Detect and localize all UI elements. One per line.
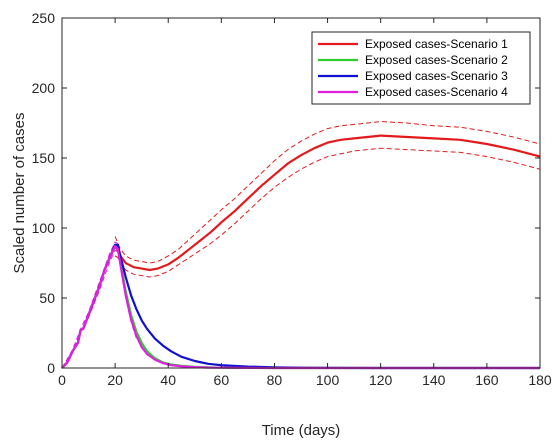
x-tick-label: 40 bbox=[160, 372, 176, 388]
x-tick-label: 0 bbox=[58, 372, 66, 388]
legend-items: Exposed cases-Scenario 1 Exposed cases-Sc… bbox=[318, 37, 508, 99]
legend: Exposed cases-Scenario 1 Exposed cases-Sc… bbox=[311, 31, 531, 105]
x-tick-label: 160 bbox=[475, 372, 499, 388]
x-tick-label: 20 bbox=[107, 372, 123, 388]
y-tick-label: 0 bbox=[47, 360, 55, 376]
y-axis-ticks: 0 50 100 150 200 250 bbox=[32, 10, 540, 376]
x-tick-label: 180 bbox=[528, 372, 552, 388]
x-tick-label: 100 bbox=[316, 372, 340, 388]
x-axis-label: Time (days) bbox=[262, 422, 341, 439]
y-tick-label: 100 bbox=[32, 220, 56, 236]
x-axis-ticks: 0 20 40 60 80 100 120 140 160 180 bbox=[58, 18, 552, 388]
legend-label-scenario-4: Exposed cases-Scenario 4 bbox=[365, 85, 508, 99]
y-axis-label: Scaled number of cases bbox=[11, 113, 28, 274]
band-lower-2 bbox=[61, 249, 137, 369]
x-tick-label: 140 bbox=[422, 372, 446, 388]
legend-label-scenario-1: Exposed cases-Scenario 1 bbox=[365, 37, 508, 51]
x-tick-label: 60 bbox=[214, 372, 230, 388]
y-tick-label: 50 bbox=[39, 290, 55, 306]
band-upper-1 bbox=[114, 121, 541, 264]
y-tick-label: 200 bbox=[32, 80, 56, 96]
x-tick-label: 120 bbox=[369, 372, 393, 388]
legend-label-scenario-3: Exposed cases-Scenario 3 bbox=[365, 69, 508, 83]
y-tick-label: 150 bbox=[32, 150, 56, 166]
band-lower-1 bbox=[114, 147, 541, 278]
plot-frame bbox=[61, 17, 541, 369]
y-tick-label: 250 bbox=[32, 10, 56, 26]
x-tick-label: 80 bbox=[267, 372, 283, 388]
legend-label-scenario-2: Exposed cases-Scenario 2 bbox=[365, 53, 508, 67]
